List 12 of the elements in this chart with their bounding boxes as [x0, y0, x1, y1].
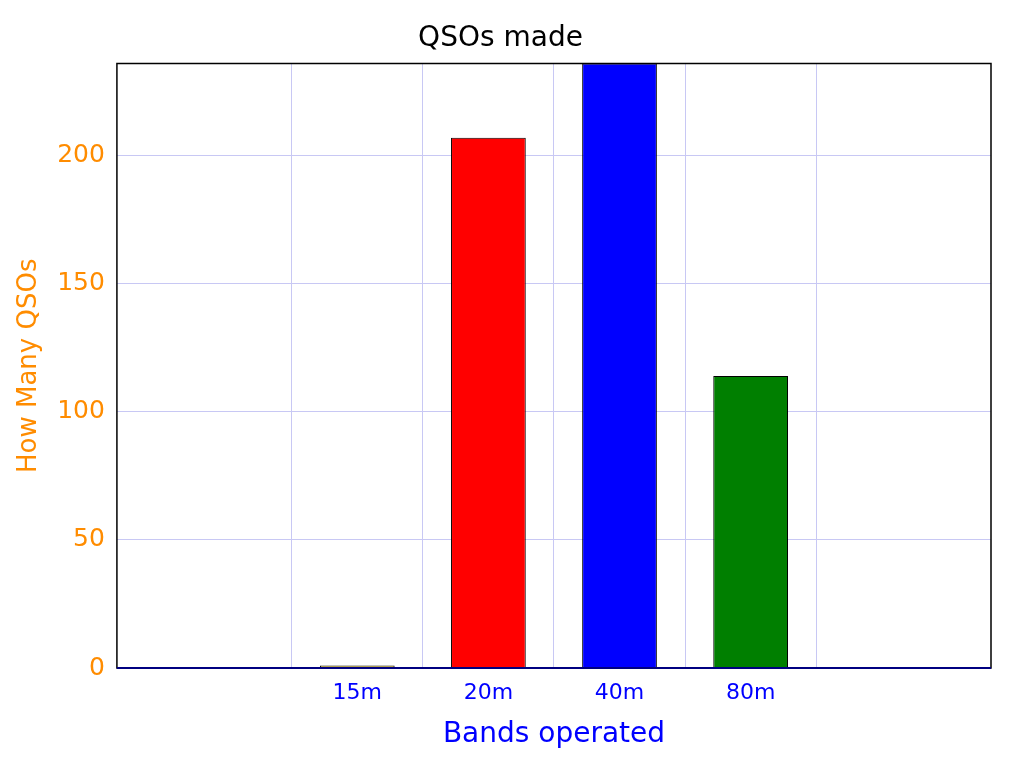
x-tick-label: 80m	[725, 678, 776, 704]
y-tick-label: 100	[57, 395, 105, 425]
y-tick-label: 150	[57, 267, 105, 297]
y-tick-label: 50	[73, 523, 105, 553]
y-tick-label: 0	[89, 651, 105, 681]
y-axis-title: How Many QSOs	[12, 258, 43, 474]
x-axis-title: Bands operated	[442, 716, 666, 750]
x-tick-label: 20m	[463, 678, 514, 704]
x-tick-label: 15m	[332, 678, 383, 704]
chart-title: QSOs made	[418, 20, 583, 54]
y-tick-label: 200	[57, 139, 105, 169]
x-tick-label: 40m	[594, 678, 645, 704]
